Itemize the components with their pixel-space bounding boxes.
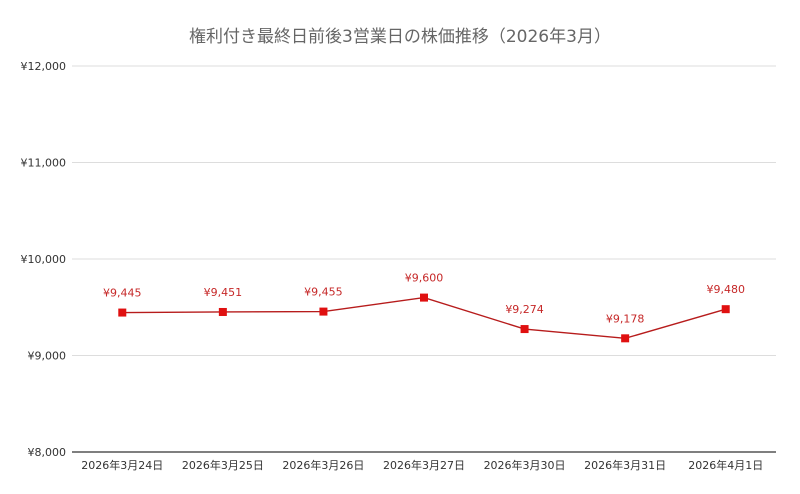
y-tick-label: ¥10,000: [21, 253, 67, 266]
data-label: ¥9,274: [505, 303, 544, 316]
x-tick-label: 2026年3月26日: [282, 458, 364, 472]
data-label: ¥9,480: [706, 283, 745, 296]
y-tick-label: ¥9,000: [28, 350, 67, 363]
x-tick-label: 2026年3月25日: [182, 458, 264, 472]
data-label: ¥9,451: [204, 286, 243, 299]
data-label: ¥9,445: [103, 287, 142, 300]
chart-title: 権利付き最終日前後3営業日の株価推移（2026年3月）: [189, 27, 611, 47]
data-point: [721, 305, 730, 314]
data-points: [118, 293, 730, 343]
y-tick-label: ¥11,000: [21, 157, 67, 170]
data-point: [118, 308, 127, 317]
data-point: [319, 307, 328, 316]
x-tick-label: 2026年3月30日: [484, 458, 566, 472]
x-axis-ticks: 2026年3月24日 2026年3月25日 2026年3月26日 2026年3月27日…: [81, 458, 763, 472]
x-tick-label: 2026年3月24日: [81, 458, 163, 472]
data-point: [621, 334, 630, 343]
y-tick-label: ¥8,000: [28, 446, 67, 459]
data-labels: ¥9,445 ¥9,451 ¥9,455 ¥9,600 ¥9,274 ¥9,178 ¥9,4…: [103, 272, 745, 326]
data-point: [420, 293, 428, 302]
y-axis-ticks: ¥8,000 ¥9,000 ¥10,000 ¥11,000 ¥12,000: [21, 60, 67, 459]
data-label: ¥9,600: [405, 272, 444, 285]
x-tick-label: 2026年3月27日: [383, 458, 465, 472]
x-tick-label: 2026年4月1日: [688, 458, 763, 472]
grid-lines: [72, 65, 776, 453]
x-tick-label: 2026年3月31日: [584, 458, 666, 472]
data-point: [520, 325, 529, 334]
data-label: ¥9,178: [606, 312, 645, 325]
data-label: ¥9,455: [304, 286, 343, 299]
data-point: [218, 307, 227, 316]
y-tick-label: ¥12,000: [21, 60, 67, 73]
